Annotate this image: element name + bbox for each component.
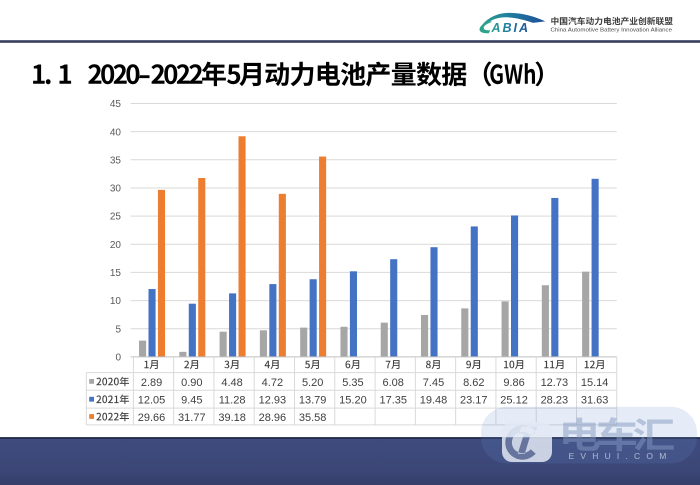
svg-text:39.18: 39.18 — [218, 412, 246, 424]
svg-text:9.86: 9.86 — [503, 377, 524, 389]
svg-text:8.62: 8.62 — [463, 377, 484, 389]
svg-text:35: 35 — [110, 155, 122, 166]
svg-text:15.20: 15.20 — [339, 395, 367, 407]
svg-text:45: 45 — [110, 99, 122, 110]
svg-text:4.48: 4.48 — [221, 377, 242, 389]
svg-text:40: 40 — [110, 127, 122, 138]
svg-text:9.45: 9.45 — [181, 395, 202, 407]
svg-text:25: 25 — [110, 212, 122, 223]
svg-text:30: 30 — [110, 184, 122, 195]
svg-text:29.66: 29.66 — [138, 412, 166, 424]
svg-text:12.93: 12.93 — [259, 395, 287, 407]
svg-text:11.28: 11.28 — [219, 395, 246, 407]
svg-text:17.35: 17.35 — [379, 395, 407, 407]
svg-text:28.96: 28.96 — [259, 412, 287, 424]
svg-text:13.79: 13.79 — [299, 395, 327, 407]
svg-text:7.45: 7.45 — [423, 377, 444, 389]
svg-text:20: 20 — [110, 240, 122, 251]
svg-text:23.17: 23.17 — [460, 395, 488, 407]
svg-text:28.23: 28.23 — [541, 395, 569, 407]
svg-text:35.58: 35.58 — [299, 412, 327, 424]
svg-text:15.14: 15.14 — [581, 377, 609, 389]
svg-text:25.12: 25.12 — [500, 395, 528, 407]
svg-text:China Automotive Battery Innov: China Automotive Battery Innovation Alli… — [551, 28, 673, 34]
svg-text:0.90: 0.90 — [181, 377, 202, 389]
svg-text:6.08: 6.08 — [383, 377, 404, 389]
svg-text:2.89: 2.89 — [141, 377, 162, 389]
svg-text:12.73: 12.73 — [541, 377, 569, 389]
svg-text:19.48: 19.48 — [420, 395, 448, 407]
svg-text:4.72: 4.72 — [262, 377, 283, 389]
svg-text:10: 10 — [110, 296, 122, 307]
svg-text:5.20: 5.20 — [302, 377, 323, 389]
svg-text:0: 0 — [115, 353, 121, 364]
svg-text:12.05: 12.05 — [138, 395, 166, 407]
svg-text:5.35: 5.35 — [342, 377, 363, 389]
svg-text:ABIA: ABIA — [491, 21, 531, 35]
svg-text:EVHUI.COM: EVHUI.COM — [569, 451, 673, 461]
svg-text:31.63: 31.63 — [581, 395, 609, 407]
svg-text:31.77: 31.77 — [178, 412, 206, 424]
svg-text:15: 15 — [110, 268, 122, 279]
svg-text:5: 5 — [115, 324, 121, 335]
